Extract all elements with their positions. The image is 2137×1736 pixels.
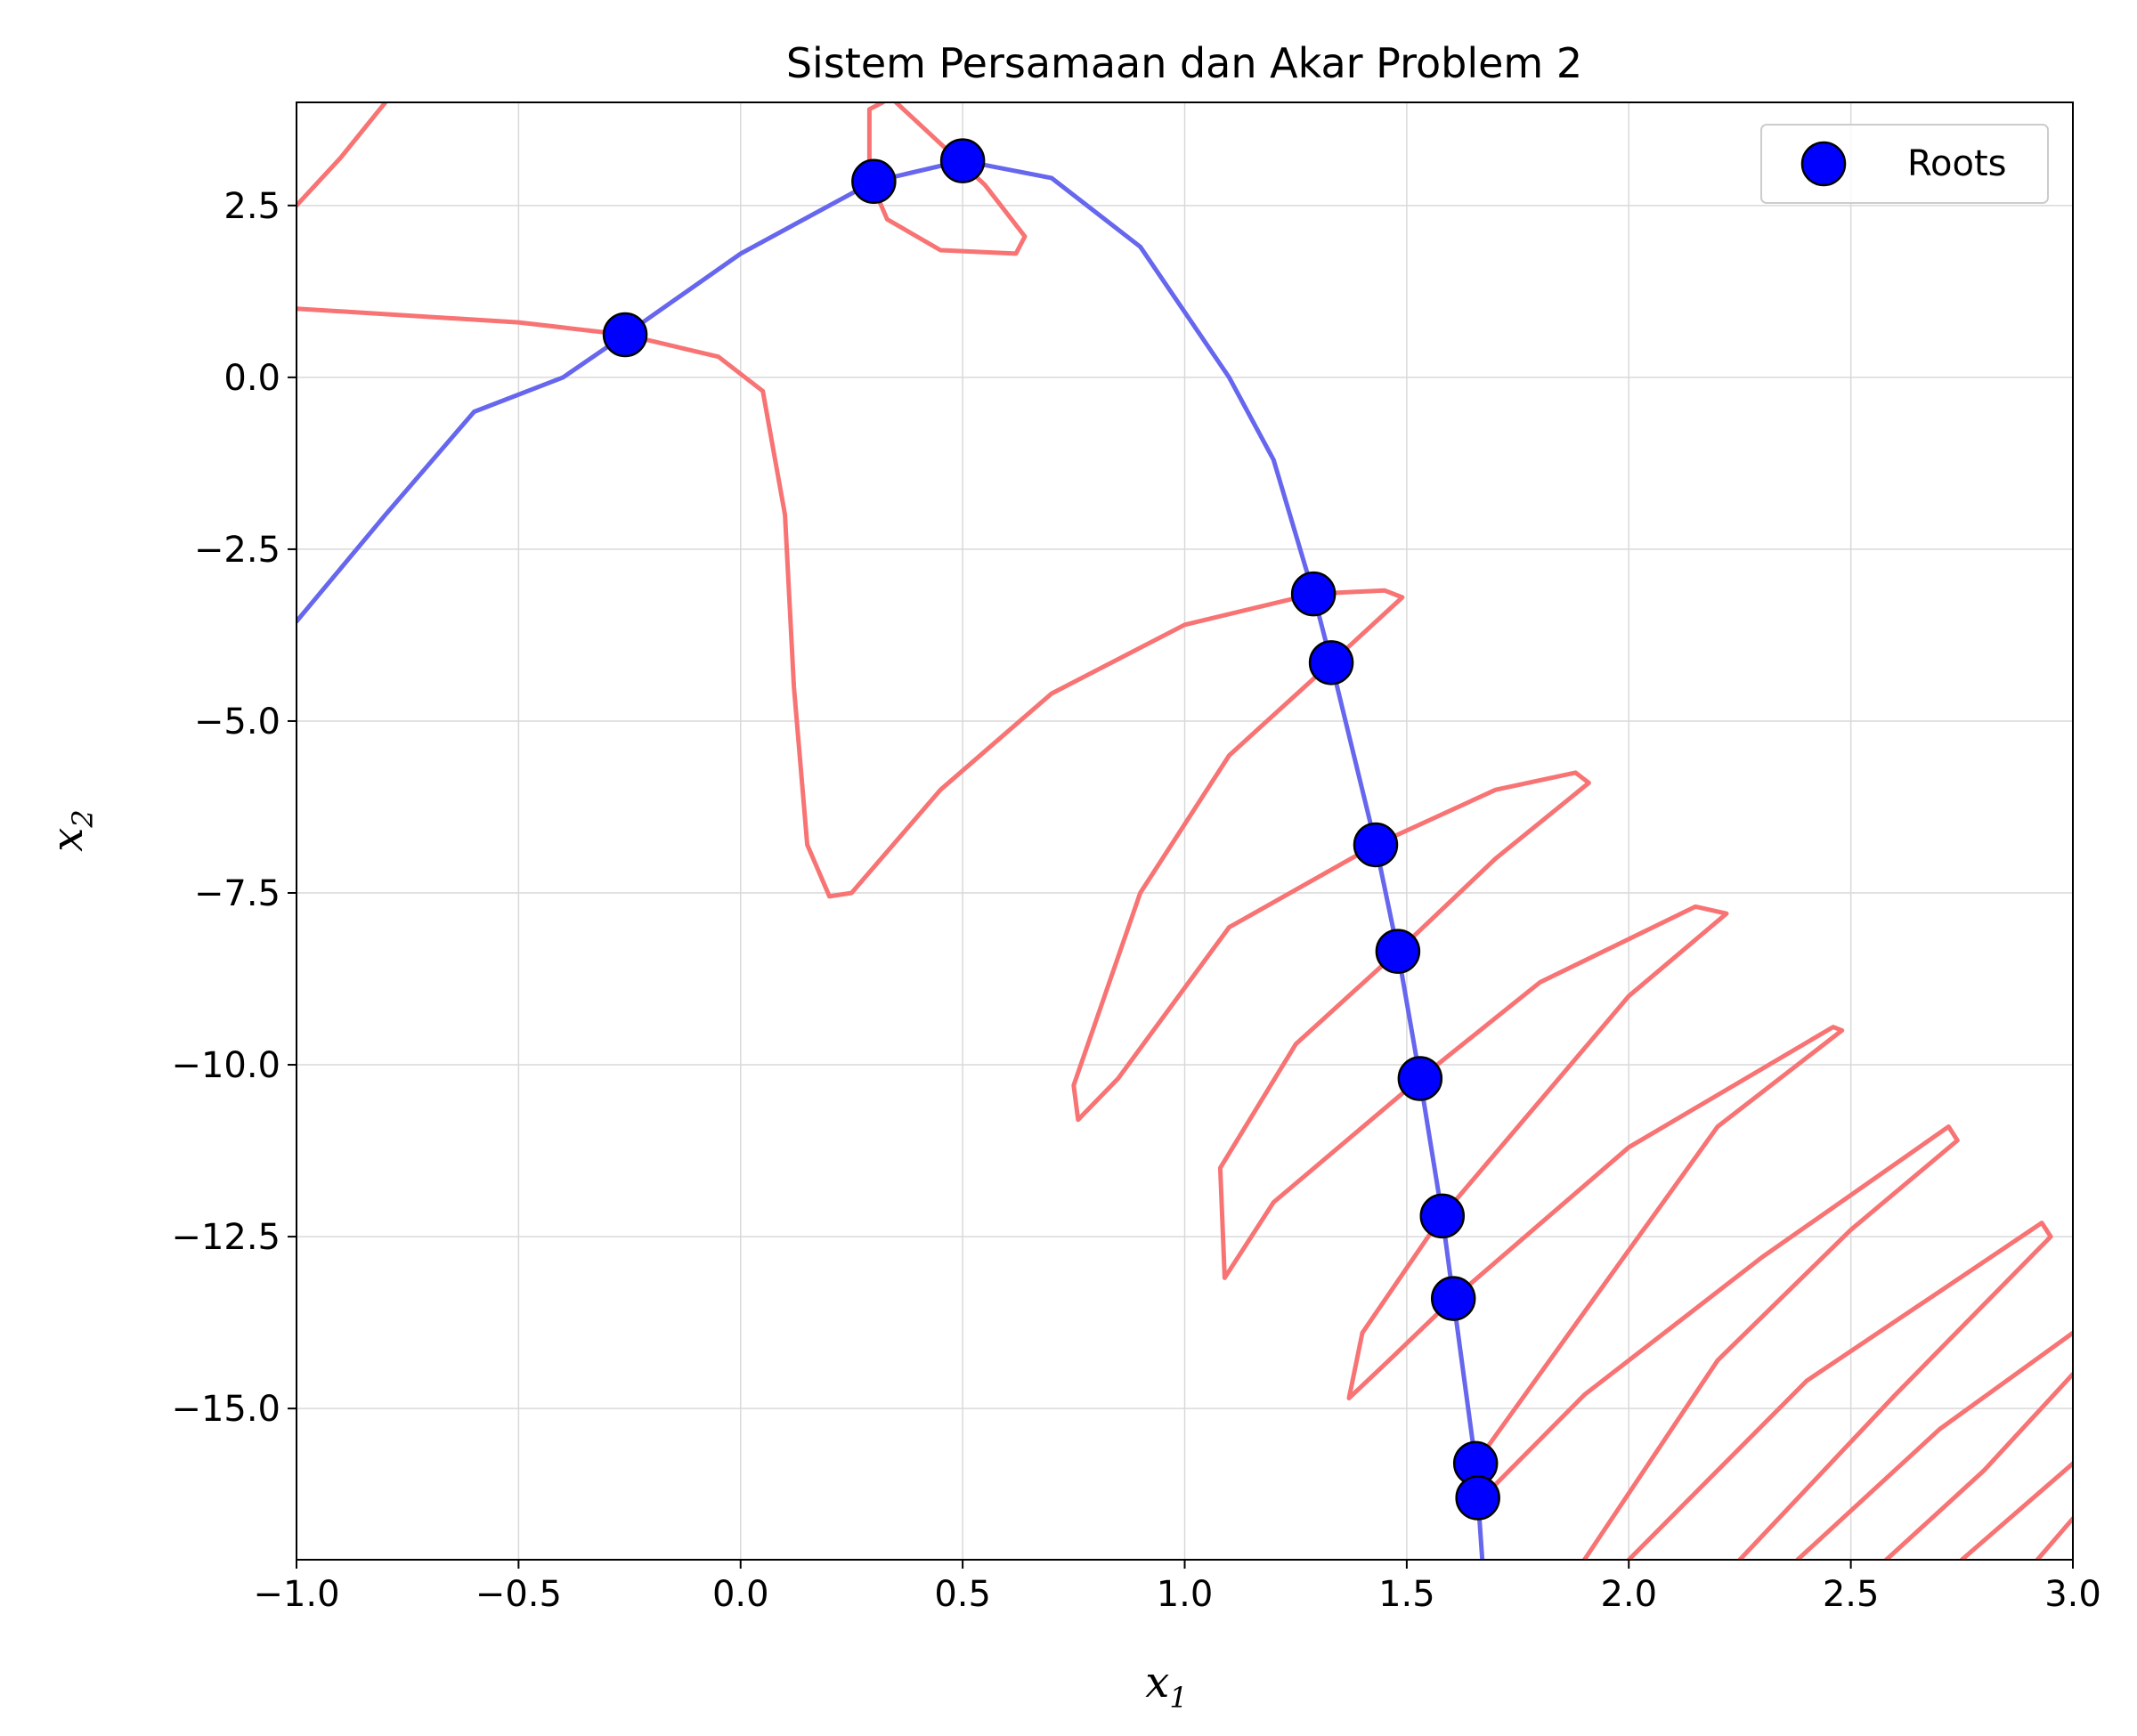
x-tick-label: 2.5: [1823, 1574, 1880, 1615]
root-point: [602, 312, 648, 358]
y-tick-label: 2.5: [223, 186, 280, 227]
root-point: [1397, 1056, 1443, 1101]
root-point: [851, 158, 897, 205]
root-point: [1290, 571, 1337, 617]
root-point: [939, 138, 986, 183]
red-curve-segment: [1884, 1372, 2073, 1560]
root-point: [1353, 822, 1399, 868]
y-axis-label: x2: [43, 809, 100, 851]
x-tick-label: 0.5: [934, 1574, 991, 1615]
x-tick-label: −0.5: [475, 1574, 562, 1615]
y-tick-label: −5.0: [194, 702, 280, 742]
roots-series: [602, 138, 1500, 1521]
red-curve-segment: [2035, 1516, 2073, 1560]
x-tick-label: 2.0: [1600, 1574, 1657, 1615]
y-tick-label: −2.5: [194, 530, 280, 571]
red-curve-segment: [1959, 1461, 2073, 1560]
root-point: [1375, 929, 1421, 974]
x-tick-label: 1.0: [1157, 1574, 1214, 1615]
root-point: [1430, 1276, 1476, 1321]
x-axis-label: x1: [1145, 1658, 1187, 1715]
x-tick-label: 0.0: [712, 1574, 769, 1615]
red-curve-segment: [1626, 1221, 2053, 1560]
x-tick-label: −1.0: [253, 1574, 339, 1615]
y-tick-label: −12.5: [171, 1217, 280, 1258]
legend: Roots: [1760, 124, 2049, 204]
y-tick-label: −15.0: [171, 1389, 280, 1430]
root-point: [1308, 640, 1354, 685]
red-curve-segment: [1795, 1330, 2073, 1560]
y-tick-label: 0.0: [223, 358, 280, 399]
red-curve-segment: [866, 102, 1028, 256]
ticks: −1.0 −0.5 0.0 0.5 1.0 1.5 2.0 2.5 3.0 2.5 0.0 −2.5 −…: [171, 186, 2100, 1615]
legend-roots-marker: [1800, 141, 1847, 187]
blue-curve: [297, 158, 1485, 1560]
red-curve-segment: [866, 102, 885, 181]
x-tick-label: 1.5: [1378, 1574, 1435, 1615]
chart-title: Sistem Persamaan dan Akar Problem 2: [786, 39, 1582, 87]
red-curve-segment: [297, 306, 1960, 1560]
x-tick-label: 3.0: [2044, 1574, 2101, 1615]
legend-roots-label: Roots: [1907, 143, 2006, 184]
root-point: [1455, 1475, 1500, 1521]
y-tick-label: −10.0: [171, 1045, 280, 1086]
y-tick-label: −7.5: [194, 873, 280, 914]
red-curve-segment: [297, 102, 388, 208]
root-point: [1419, 1193, 1466, 1239]
curves: [297, 102, 2073, 1560]
